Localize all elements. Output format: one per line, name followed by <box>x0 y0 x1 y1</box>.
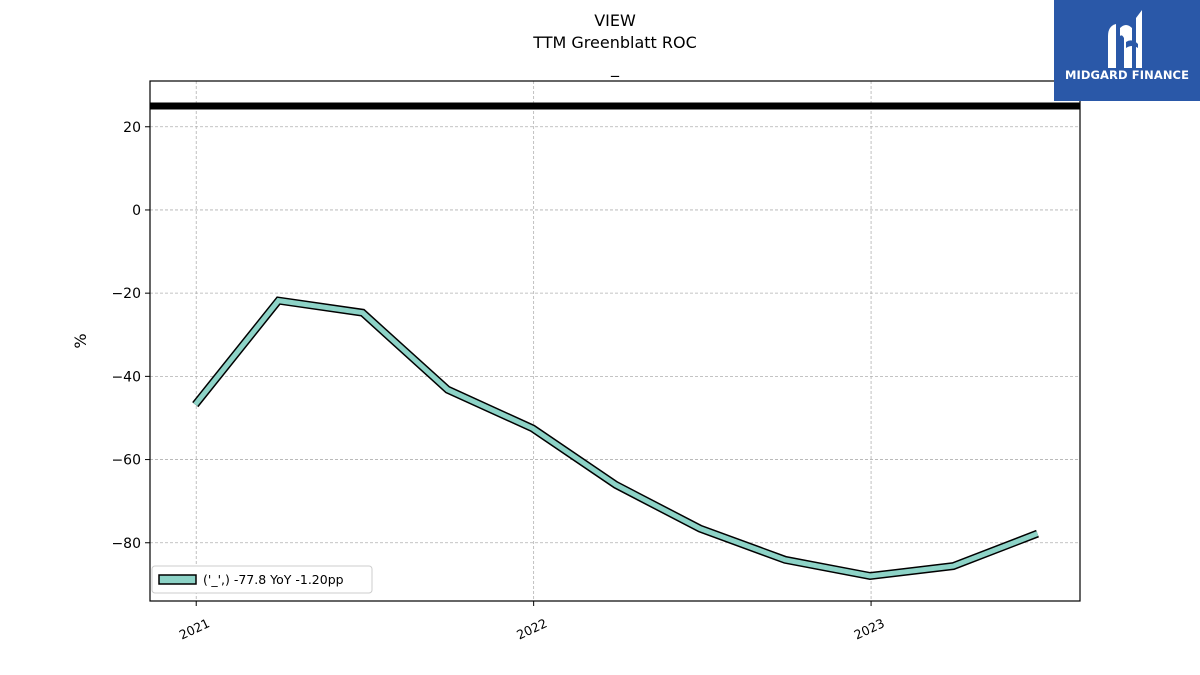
plot-frame <box>149 80 1081 602</box>
x-ticks: 2021 2022 2023 <box>177 601 887 642</box>
logo-mark-icon <box>1108 10 1142 68</box>
y-tick-label: 0 <box>132 203 141 219</box>
y-tick-label: −60 <box>111 453 141 469</box>
chart-title-line3: _ <box>611 58 619 77</box>
legend: ('_',) -77.8 YoY -1.20pp <box>151 565 373 594</box>
y-tick-label: 20 <box>123 120 141 136</box>
legend-box <box>151 565 373 594</box>
chart-title-line1: VIEW <box>594 11 636 30</box>
logo-text: MIDGARD FINANCE <box>1064 68 1190 82</box>
y-ticks: −80 −60 −40 −20 0 20 <box>111 120 150 552</box>
x-tick-label: 2021 <box>177 615 212 642</box>
grid-lines <box>150 81 1080 601</box>
series-line <box>193 297 1039 579</box>
legend-label: ('_',) -77.8 YoY -1.20pp <box>203 572 344 587</box>
series-line-outline <box>192 296 1039 581</box>
y-tick-label: −80 <box>111 536 141 552</box>
y-axis-label: % <box>71 333 90 348</box>
y-tick-label: −20 <box>111 286 141 302</box>
y-tick-label: −40 <box>111 369 141 385</box>
legend-swatch <box>158 574 197 585</box>
chart-title-line2: TTM Greenblatt ROC <box>533 33 697 52</box>
midgard-finance-logo: MIDGARD FINANCE <box>1054 0 1200 101</box>
x-tick-label: 2023 <box>852 615 887 642</box>
series-layer <box>192 296 1039 581</box>
x-tick-label: 2022 <box>514 615 549 642</box>
